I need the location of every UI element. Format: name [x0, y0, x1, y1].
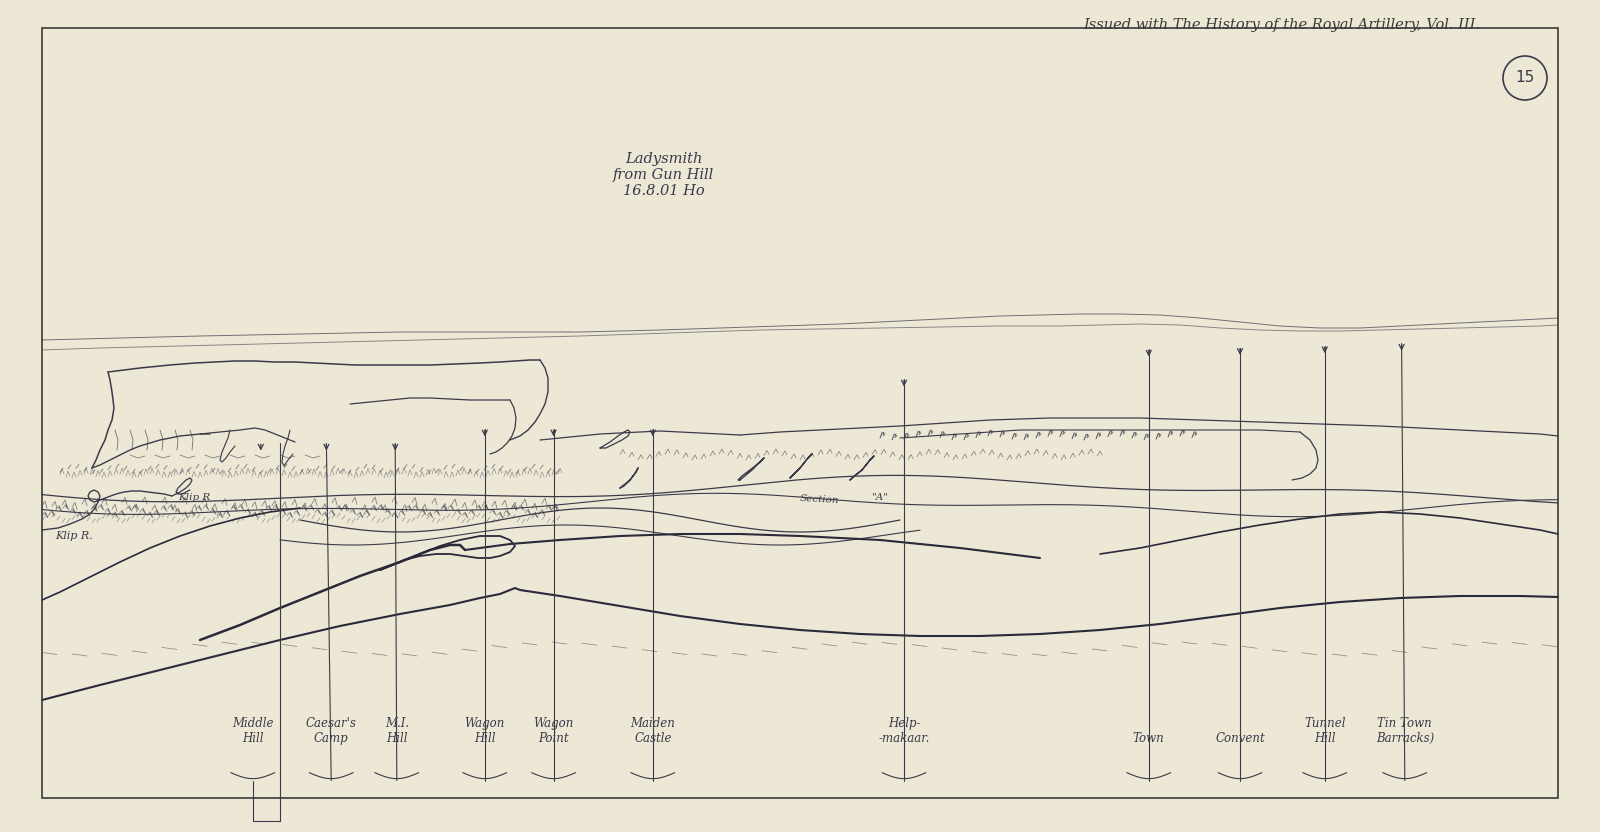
- Text: Caesar's
Camp: Caesar's Camp: [306, 716, 357, 745]
- Text: Maiden
Castle: Maiden Castle: [630, 716, 675, 745]
- Text: Wagon
Point: Wagon Point: [533, 716, 574, 745]
- Text: M.I.
Hill: M.I. Hill: [384, 716, 410, 745]
- Text: Ladysmith
from Gun Hill
16.8.01 Ho: Ladysmith from Gun Hill 16.8.01 Ho: [613, 151, 715, 198]
- Text: "A": "A": [872, 493, 890, 503]
- Text: Convent: Convent: [1214, 731, 1266, 745]
- Text: Wagon
Hill: Wagon Hill: [464, 716, 506, 745]
- Text: Issued with The History of the Royal Artillery, Vol. III.: Issued with The History of the Royal Art…: [1083, 18, 1480, 32]
- Circle shape: [1502, 56, 1547, 100]
- Text: Section: Section: [800, 494, 840, 506]
- Text: Klip R.: Klip R.: [54, 531, 93, 541]
- Text: Tunnel
Hill: Tunnel Hill: [1304, 716, 1346, 745]
- Text: 15: 15: [1515, 71, 1534, 86]
- Text: Middle
Hill: Middle Hill: [232, 716, 274, 745]
- Text: Help-
-makaar.: Help- -makaar.: [878, 716, 930, 745]
- Text: Klip R: Klip R: [178, 493, 210, 503]
- Text: Tin Town
Barracks): Tin Town Barracks): [1376, 716, 1434, 745]
- Text: Town: Town: [1133, 731, 1165, 745]
